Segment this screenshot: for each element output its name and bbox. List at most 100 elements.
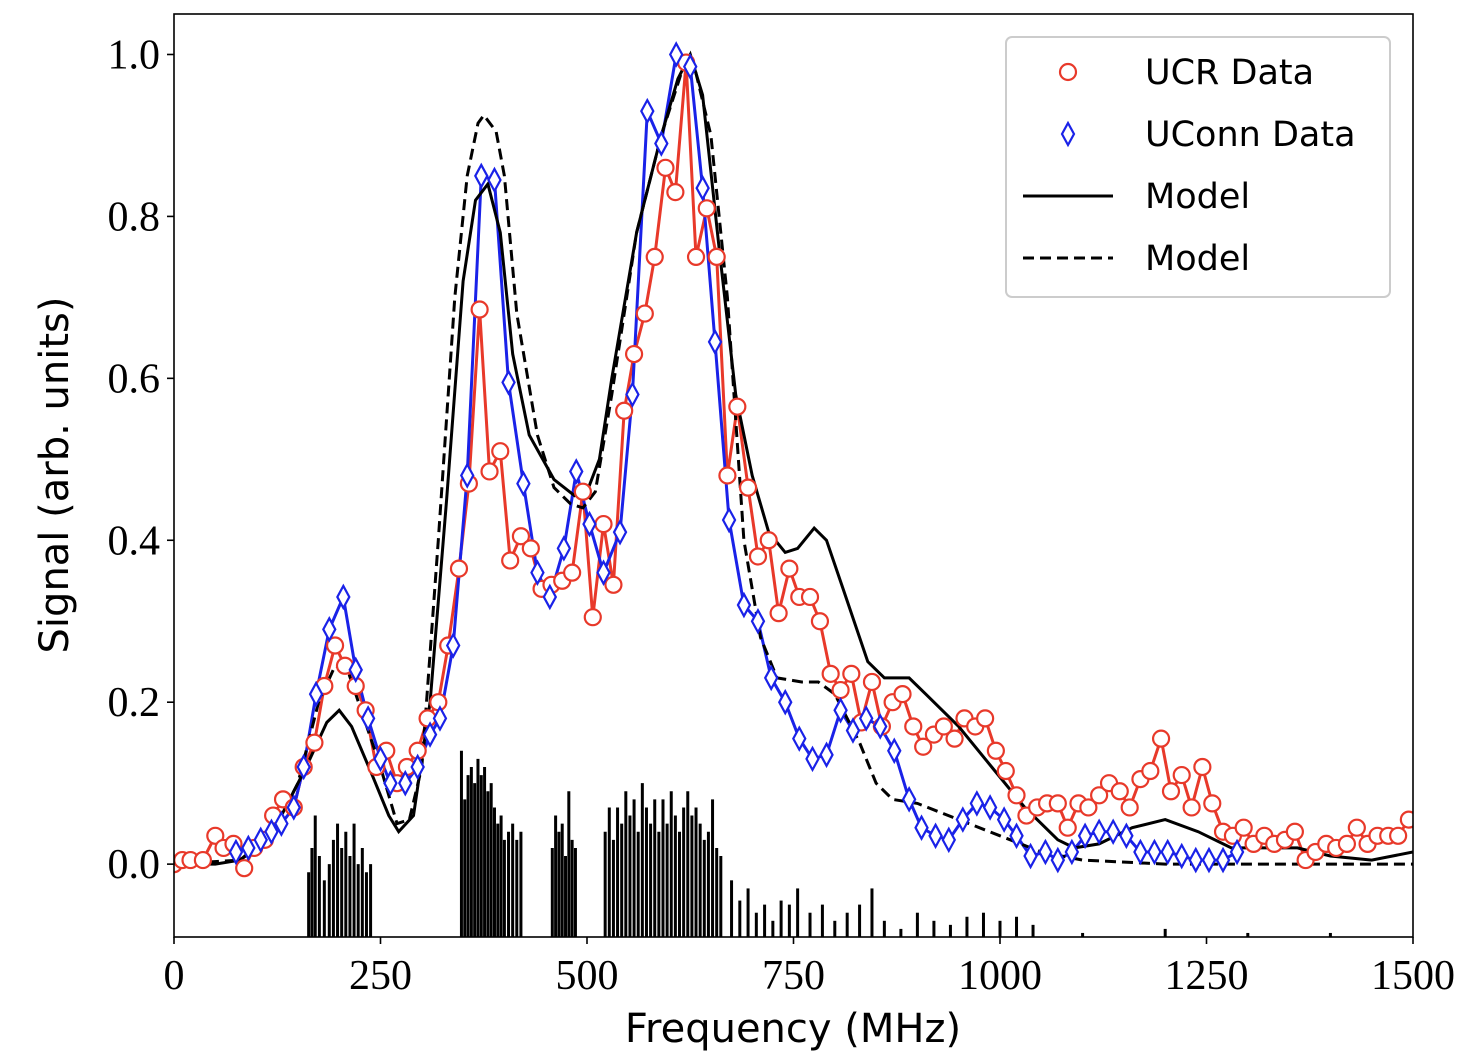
marker bbox=[1105, 818, 1121, 846]
legend-label: Model bbox=[1145, 177, 1250, 217]
marker bbox=[1188, 846, 1204, 874]
marker bbox=[322, 616, 337, 643]
y-tick-label: 0.8 bbox=[108, 194, 161, 240]
marker bbox=[819, 741, 834, 769]
marker bbox=[1110, 782, 1129, 801]
marker bbox=[1077, 822, 1093, 850]
marker bbox=[738, 478, 758, 497]
marker bbox=[845, 717, 861, 744]
marker bbox=[1182, 798, 1201, 817]
marker bbox=[1007, 786, 1026, 805]
marker bbox=[1151, 729, 1171, 748]
marker bbox=[1285, 822, 1304, 841]
marker bbox=[1201, 846, 1217, 874]
marker bbox=[625, 381, 640, 408]
marker bbox=[1048, 794, 1067, 813]
x-axis-label: Frequency (MHz) bbox=[625, 1006, 961, 1052]
marker bbox=[976, 709, 995, 728]
marker bbox=[759, 531, 778, 550]
marker bbox=[831, 680, 850, 700]
y-axis-label: Signal (arb. units) bbox=[32, 297, 78, 654]
marker bbox=[1229, 838, 1245, 866]
marker bbox=[697, 199, 716, 218]
marker bbox=[604, 575, 623, 594]
marker bbox=[615, 401, 634, 420]
marker bbox=[1389, 826, 1408, 845]
marker bbox=[491, 442, 510, 461]
marker bbox=[596, 559, 611, 586]
marker bbox=[862, 672, 882, 692]
marker bbox=[573, 482, 592, 501]
x-tick-label: 750 bbox=[762, 953, 825, 999]
marker bbox=[1141, 761, 1160, 781]
marker bbox=[763, 664, 779, 692]
marker bbox=[264, 818, 279, 846]
marker bbox=[996, 806, 1012, 833]
marker bbox=[449, 559, 469, 578]
marker bbox=[645, 247, 664, 266]
marker bbox=[1399, 810, 1413, 829]
legend-marker bbox=[1060, 120, 1076, 148]
marker bbox=[810, 612, 830, 631]
legend-label: Model bbox=[1145, 239, 1250, 279]
marker bbox=[821, 664, 840, 683]
marker bbox=[429, 693, 448, 712]
marker bbox=[480, 462, 499, 481]
marker bbox=[383, 769, 398, 797]
marker bbox=[893, 685, 912, 704]
marker bbox=[398, 769, 413, 797]
marker bbox=[373, 745, 388, 773]
marker bbox=[769, 604, 788, 623]
marker bbox=[521, 539, 540, 558]
marker bbox=[721, 506, 737, 534]
legend-marker bbox=[1058, 62, 1078, 82]
marker bbox=[193, 850, 213, 870]
marker bbox=[556, 535, 572, 562]
marker bbox=[1161, 782, 1181, 801]
marker bbox=[945, 729, 964, 748]
x-tick-label: 500 bbox=[556, 953, 619, 999]
y-tick-label: 0.2 bbox=[108, 680, 161, 726]
legend-box bbox=[1005, 36, 1391, 298]
marker bbox=[1058, 818, 1077, 837]
marker bbox=[516, 470, 531, 497]
marker bbox=[707, 247, 726, 266]
marker bbox=[686, 247, 706, 266]
x-tick-label: 0 bbox=[164, 953, 185, 999]
marker bbox=[1215, 846, 1231, 874]
marker bbox=[582, 510, 597, 538]
marker bbox=[241, 834, 256, 862]
marker bbox=[750, 607, 766, 635]
marker bbox=[308, 680, 324, 708]
marker bbox=[305, 733, 324, 752]
marker bbox=[422, 721, 438, 748]
marker bbox=[360, 705, 376, 732]
marker bbox=[748, 547, 768, 566]
marker bbox=[1133, 838, 1148, 866]
marker bbox=[969, 790, 985, 817]
marker bbox=[336, 583, 351, 611]
marker bbox=[274, 810, 289, 837]
marker bbox=[914, 737, 933, 756]
marker bbox=[833, 697, 848, 724]
marker bbox=[914, 814, 929, 841]
marker bbox=[640, 97, 655, 125]
marker bbox=[736, 591, 752, 619]
marker bbox=[654, 130, 669, 157]
marker bbox=[296, 753, 311, 781]
marker bbox=[635, 304, 654, 323]
marker bbox=[728, 397, 747, 416]
marker bbox=[842, 664, 861, 683]
marker bbox=[656, 158, 675, 177]
marker bbox=[1090, 786, 1109, 805]
marker bbox=[707, 328, 723, 356]
marker bbox=[1079, 798, 1098, 817]
marker bbox=[1038, 838, 1053, 866]
marker bbox=[1050, 846, 1066, 874]
marker bbox=[1064, 838, 1080, 866]
marker bbox=[1160, 838, 1175, 866]
marker bbox=[1234, 818, 1253, 837]
marker bbox=[325, 636, 345, 655]
marker bbox=[800, 587, 820, 607]
